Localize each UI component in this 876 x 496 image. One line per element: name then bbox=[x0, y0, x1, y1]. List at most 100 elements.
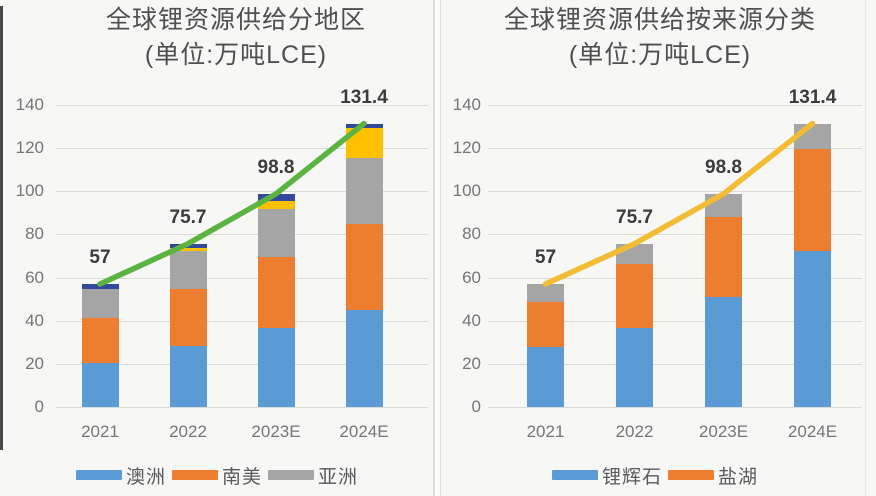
y-tick-label: 0 bbox=[471, 397, 481, 416]
legend-label: 亚洲 bbox=[318, 466, 359, 488]
bar-segment-亚洲 bbox=[81, 289, 119, 318]
y-tick-label: 40 bbox=[462, 310, 481, 330]
legend-label: 锂辉石 bbox=[601, 466, 662, 488]
y-tick-label: 80 bbox=[462, 224, 481, 244]
bar-segment-亚洲 bbox=[169, 251, 207, 289]
gridline bbox=[56, 363, 428, 365]
x-axis-label: 2024E bbox=[339, 422, 389, 441]
bar-segment-unlabeled-navy bbox=[81, 284, 119, 289]
legend-swatch-icon bbox=[268, 470, 314, 480]
legend-by-source: 锂辉石 盐湖 bbox=[425, 462, 876, 488]
bar-segment-unlabeled-yellow bbox=[257, 200, 295, 210]
total-data-label: 75.7 bbox=[169, 206, 207, 228]
legend-item: 锂辉石 bbox=[551, 462, 662, 489]
bar-segment-锂辉石 bbox=[794, 251, 831, 407]
panel-divider-line-right bbox=[439, 0, 441, 496]
bar-segment-unlabeled-navy bbox=[257, 193, 295, 201]
gridline bbox=[488, 363, 862, 365]
gridline bbox=[56, 105, 428, 106]
chart-subtitle: (单位:万吨LCE) bbox=[144, 41, 328, 69]
bar-segment-南美 bbox=[345, 224, 383, 310]
chart-title: 全球锂资源供给按来源分类 bbox=[503, 6, 816, 34]
legend-swatch-icon bbox=[551, 470, 598, 480]
bar-segment-unlabeled-yellow bbox=[345, 128, 383, 159]
legend-label: 盐湖 bbox=[718, 466, 759, 488]
bar-segment-澳洲 bbox=[345, 309, 383, 407]
legend-label: 南美 bbox=[221, 466, 262, 488]
y-tick-label: 140 bbox=[452, 95, 481, 114]
x-axis-label: 2021 bbox=[81, 422, 119, 441]
legend-item: 南美 bbox=[171, 462, 262, 489]
bar-segment-unlabeled-gray bbox=[527, 284, 564, 303]
bar-segment-锂辉石 bbox=[705, 296, 742, 407]
bar-segment-锂辉石 bbox=[527, 346, 564, 407]
total-data-label: 98.8 bbox=[705, 156, 742, 178]
gridline bbox=[56, 407, 428, 408]
total-data-label: 131.4 bbox=[788, 86, 837, 108]
bar-segment-unlabeled-gray bbox=[705, 193, 742, 218]
bar-segment-盐湖 bbox=[616, 264, 653, 328]
bar-segment-南美 bbox=[257, 257, 295, 328]
y-tick-label: 100 bbox=[15, 181, 44, 201]
bar-segment-unlabeled-yellow bbox=[169, 248, 207, 252]
x-axis-label: 2024E bbox=[787, 422, 838, 441]
y-tick-label: 20 bbox=[462, 353, 481, 373]
legend-item: 澳洲 bbox=[75, 462, 166, 489]
legend-by-region: 澳洲 南美 亚洲 bbox=[0, 462, 447, 488]
x-axis-label: 2023E bbox=[698, 422, 749, 441]
total-data-label: 57 bbox=[534, 247, 557, 269]
bar-segment-澳洲 bbox=[81, 362, 119, 407]
total-data-label: 57 bbox=[89, 247, 111, 269]
y-tick-label: 60 bbox=[25, 267, 44, 287]
y-tick-label: 40 bbox=[25, 310, 44, 330]
legend-swatch-icon bbox=[668, 470, 714, 480]
y-tick-label: 100 bbox=[452, 181, 481, 201]
bar-segment-南美 bbox=[81, 317, 119, 363]
x-axis-label: 2021 bbox=[526, 422, 565, 441]
bar-segment-unlabeled-navy bbox=[345, 123, 383, 129]
bar-segment-unlabeled-gray bbox=[794, 123, 831, 150]
gridline bbox=[56, 320, 428, 322]
bar-segment-盐湖 bbox=[527, 302, 564, 347]
screenshot-right-border bbox=[865, 0, 866, 496]
chart-title-block: 全球锂资源供给按来源分类 (单位:万吨LCE) bbox=[460, 3, 860, 73]
y-tick-label: 80 bbox=[25, 224, 44, 244]
total-data-label: 131.4 bbox=[340, 86, 388, 108]
panel-divider-band bbox=[434, 0, 439, 496]
bar-segment-盐湖 bbox=[794, 149, 831, 252]
legend-swatch-icon bbox=[171, 470, 218, 480]
bar-segment-盐湖 bbox=[705, 217, 742, 297]
panel-divider-line-left bbox=[433, 0, 435, 496]
x-axis-label: 2023E bbox=[251, 422, 301, 441]
bar-segment-澳洲 bbox=[169, 345, 207, 407]
bar-segment-unlabeled-gray bbox=[616, 243, 653, 265]
screenshot-left-border bbox=[0, 6, 3, 450]
bar-segment-亚洲 bbox=[257, 209, 295, 258]
gridline bbox=[488, 105, 862, 106]
chart-title: 全球锂资源供给分地区 bbox=[105, 6, 366, 34]
legend-item: 亚洲 bbox=[268, 462, 358, 489]
bar-segment-南美 bbox=[169, 289, 207, 346]
total-data-label: 75.7 bbox=[616, 206, 653, 228]
gridline bbox=[488, 320, 862, 322]
bar-segment-锂辉石 bbox=[616, 327, 653, 407]
legend-item: 盐湖 bbox=[668, 462, 758, 489]
x-axis-label: 2022 bbox=[615, 422, 654, 441]
legend-label: 澳洲 bbox=[125, 466, 166, 488]
y-tick-label: 20 bbox=[25, 353, 44, 373]
legend-swatch-icon bbox=[75, 470, 122, 480]
chart-title-block: 全球锂资源供给分地区 (单位:万吨LCE) bbox=[36, 3, 436, 73]
bar-segment-澳洲 bbox=[257, 327, 295, 407]
y-tick-label: 120 bbox=[452, 138, 481, 158]
bar-segment-亚洲 bbox=[345, 158, 383, 225]
gridline bbox=[488, 407, 862, 408]
bar-segment-unlabeled-navy bbox=[169, 243, 207, 249]
y-tick-label: 0 bbox=[34, 397, 44, 416]
total-data-label: 98.8 bbox=[257, 156, 295, 178]
y-tick-label: 120 bbox=[15, 138, 44, 158]
chart-subtitle: (单位:万吨LCE) bbox=[568, 41, 752, 69]
y-tick-label: 60 bbox=[462, 267, 481, 287]
y-tick-label: 140 bbox=[15, 95, 44, 114]
x-axis-label: 2022 bbox=[169, 422, 207, 441]
